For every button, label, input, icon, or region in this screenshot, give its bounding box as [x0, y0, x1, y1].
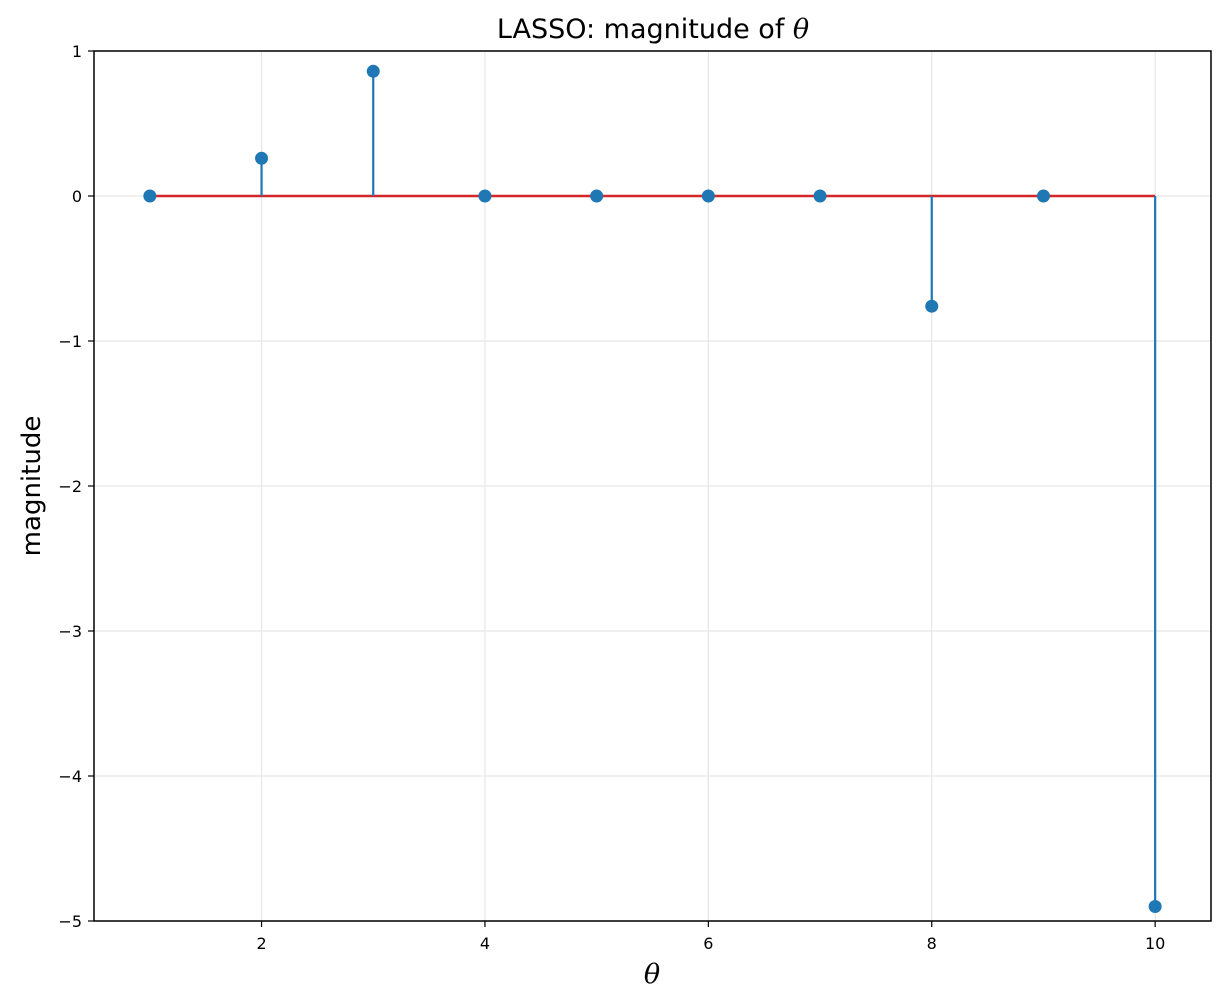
- y-tick-label: 0: [72, 187, 82, 206]
- y-tick-label: 1: [72, 42, 82, 61]
- y-tick-label: −5: [58, 912, 82, 931]
- y-tick-label: −2: [58, 477, 82, 496]
- x-axis-label: θ: [644, 959, 660, 990]
- stem-marker: [1148, 900, 1162, 913]
- y-tick-label: −4: [58, 767, 82, 786]
- y-axis-ticks: −5 −4 −3 −2 −1 0 1: [58, 42, 94, 931]
- chart-title: LASSO: magnitude of θ: [497, 14, 809, 45]
- stem-marker: [143, 189, 157, 203]
- chart-title-text: LASSO: magnitude of: [497, 14, 793, 45]
- stem-marker: [255, 151, 269, 165]
- stem-marker: [478, 189, 492, 203]
- stem-marker: [1036, 189, 1050, 203]
- stem-marker: [925, 299, 939, 313]
- x-tick-label: 8: [927, 934, 937, 953]
- x-axis-ticks: 2 4 6 8 10: [256, 921, 1165, 953]
- y-tick-label: −3: [58, 622, 82, 641]
- y-tick-label: −1: [58, 332, 82, 351]
- markers: [143, 64, 1162, 913]
- x-tick-label: 10: [1145, 934, 1165, 953]
- y-axis-label: magnitude: [17, 416, 47, 557]
- stem-marker: [590, 189, 604, 203]
- chart-title-symbol: θ: [793, 14, 809, 45]
- x-tick-label: 2: [256, 934, 266, 953]
- stem-marker: [366, 64, 380, 78]
- x-tick-label: 6: [703, 934, 713, 953]
- stem-marker: [701, 189, 715, 203]
- x-tick-label: 4: [480, 934, 490, 953]
- stem-marker: [813, 189, 827, 203]
